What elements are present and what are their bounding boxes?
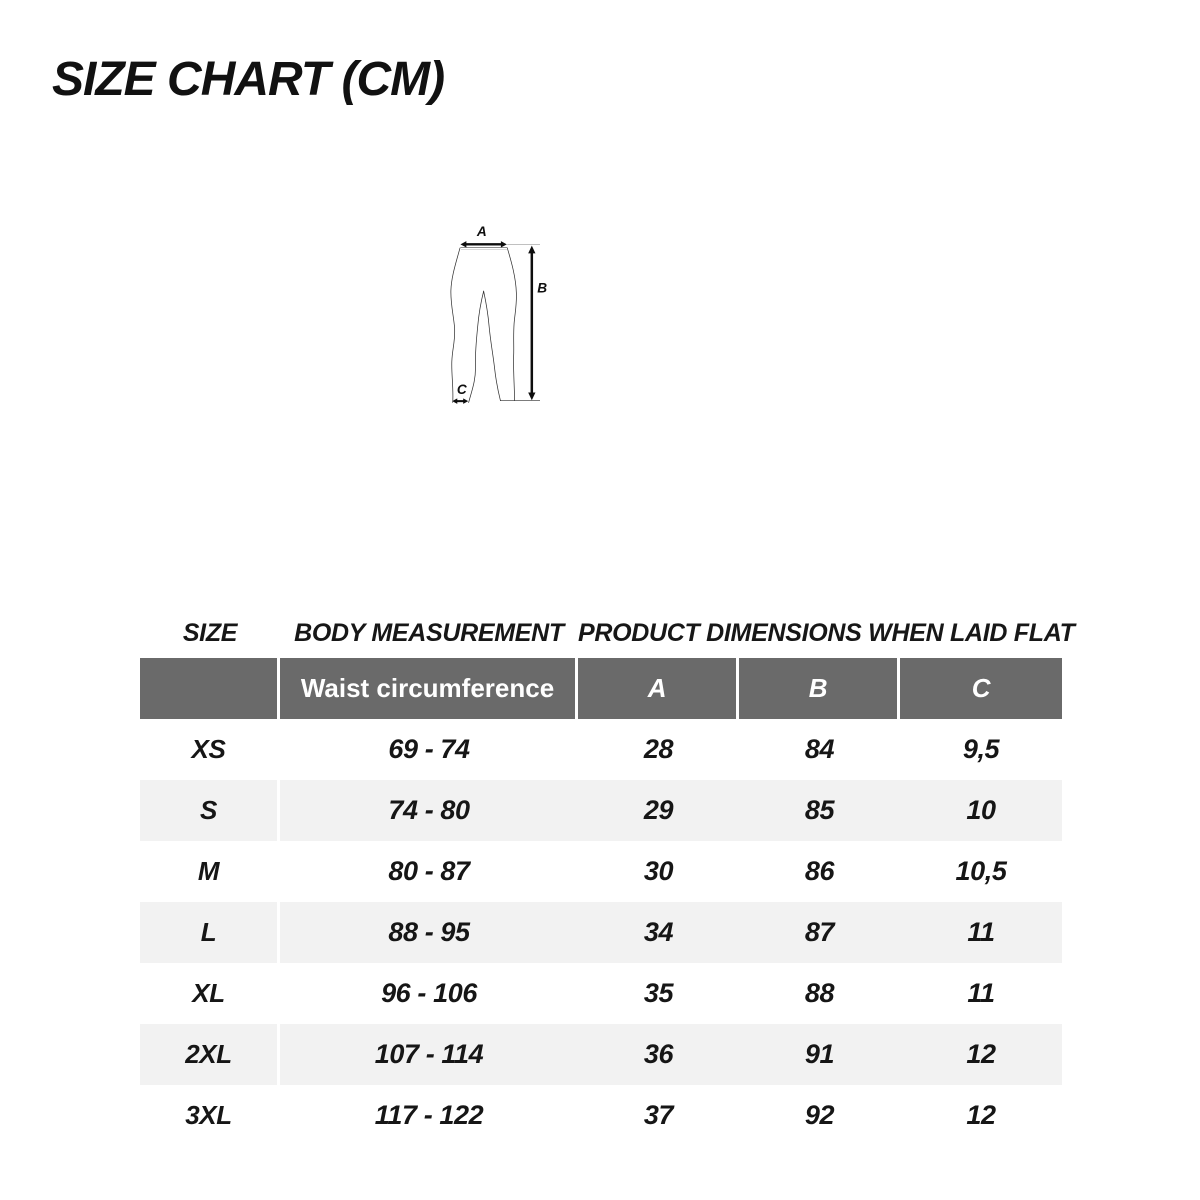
table-row-m: M 80 - 87 30 86 10,5 (140, 841, 1062, 902)
table-section-headers: SIZE BODY MEASUREMENT PRODUCT DIMENSIONS… (140, 613, 1075, 653)
c-value: 12 (966, 1100, 996, 1130)
table-row-xl: XL 96 - 106 35 88 11 (140, 963, 1062, 1024)
waist-value: 80 - 87 (388, 856, 470, 886)
b-value: 84 (804, 734, 835, 764)
dimension-b-arrow (528, 245, 536, 401)
section-header-body-measurement: BODY MEASUREMENT (294, 619, 564, 647)
a-value: 37 (643, 1100, 674, 1130)
b-value: 88 (804, 978, 835, 1008)
table-row-2xl: 2XL 107 - 114 36 91 12 (140, 1024, 1062, 1085)
table-header-row: Waist circumference A B C (140, 658, 1062, 719)
size-label: S (140, 780, 280, 841)
size-label: XL (140, 963, 280, 1024)
a-value: 29 (643, 795, 674, 825)
header-cell-waist: Waist circumference (280, 658, 578, 719)
size-label: 2XL (140, 1024, 280, 1085)
pants-outline-drawing (450, 244, 540, 403)
table-row-3xl: 3XL 117 - 122 37 92 12 (140, 1085, 1062, 1146)
pants-measurement-diagram: A B C (450, 224, 547, 404)
size-label: M (140, 841, 280, 902)
size-table: Waist circumference A B C XS 69 - 74 28 … (140, 658, 1062, 1146)
c-value: 12 (966, 1039, 996, 1069)
section-header-product-dimensions: PRODUCT DIMENSIONS WHEN LAID FLAT (578, 619, 1075, 647)
section-header-size: SIZE (182, 619, 238, 647)
waist-value: 107 - 114 (374, 1039, 484, 1069)
c-value: 11 (967, 978, 995, 1008)
c-value: 11 (967, 917, 995, 947)
waist-value: 96 - 106 (381, 978, 477, 1008)
page-title: SIZE CHART (CM) (52, 53, 445, 106)
waist-value: 117 - 122 (374, 1100, 484, 1130)
dimension-b-label: B (537, 281, 547, 296)
table-row-s: S 74 - 80 29 85 10 (140, 780, 1062, 841)
b-value: 85 (804, 795, 835, 825)
header-cell-c: C (971, 673, 991, 703)
table-row-xs: XS 69 - 74 28 84 9,5 (140, 719, 1062, 780)
size-label: 3XL (140, 1085, 280, 1146)
b-value: 92 (804, 1100, 835, 1130)
waist-value: 88 - 95 (388, 917, 470, 947)
waist-value: 74 - 80 (388, 795, 470, 825)
c-value: 10,5 (955, 856, 1007, 886)
b-value: 91 (804, 1039, 835, 1069)
b-value: 87 (804, 917, 835, 947)
header-cell-b: B (739, 658, 900, 719)
size-label: L (140, 902, 280, 963)
a-value: 30 (643, 856, 674, 886)
header-cell-empty (140, 658, 280, 719)
a-value: 28 (643, 734, 674, 764)
a-value: 35 (643, 978, 674, 1008)
c-value: 9,5 (962, 734, 1000, 764)
header-cell-a: A (578, 658, 739, 719)
table-row-l: L 88 - 95 34 87 11 (140, 902, 1062, 963)
dimension-c-label: C (457, 382, 467, 397)
c-value: 10 (966, 795, 996, 825)
a-value: 36 (643, 1039, 674, 1069)
dimension-a-label: A (476, 224, 487, 239)
a-value: 34 (643, 917, 674, 947)
b-value: 86 (804, 856, 835, 886)
dimension-a-arrow (460, 241, 507, 248)
size-label: XS (140, 719, 280, 780)
dimension-c-arrow (452, 398, 469, 404)
waist-value: 69 - 74 (388, 734, 470, 764)
